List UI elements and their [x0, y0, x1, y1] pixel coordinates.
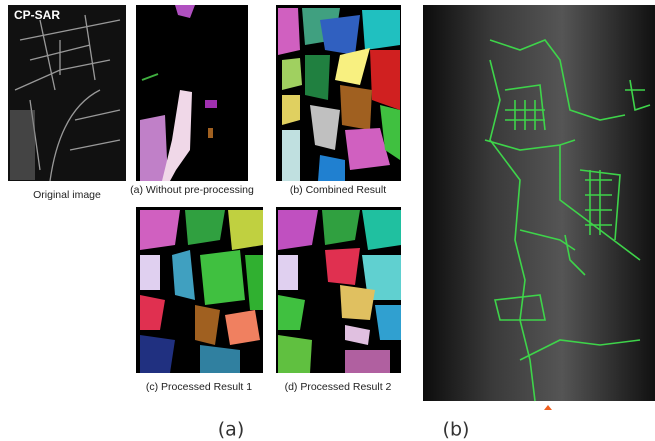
- caption: (a) Without pre-processing: [130, 184, 254, 196]
- panel-label: (b): [443, 419, 470, 441]
- original-image: CP-SAR: [8, 5, 126, 181]
- sar-image: [423, 5, 655, 401]
- figure: CP-SAR Original image (a) Without pre-pr…: [0, 0, 655, 441]
- result-image: [136, 207, 263, 373]
- overlay-label: CP-SAR: [14, 8, 60, 22]
- panel-label: (a): [218, 419, 244, 441]
- caption: (b) Combined Result: [290, 184, 386, 196]
- marker: [544, 405, 552, 410]
- caption: (c) Processed Result 1: [146, 381, 252, 393]
- caption: (d) Processed Result 2: [285, 381, 392, 393]
- result-image: [136, 5, 248, 181]
- result-image: [276, 5, 401, 181]
- result-image: [276, 207, 401, 373]
- caption: Original image: [33, 189, 101, 201]
